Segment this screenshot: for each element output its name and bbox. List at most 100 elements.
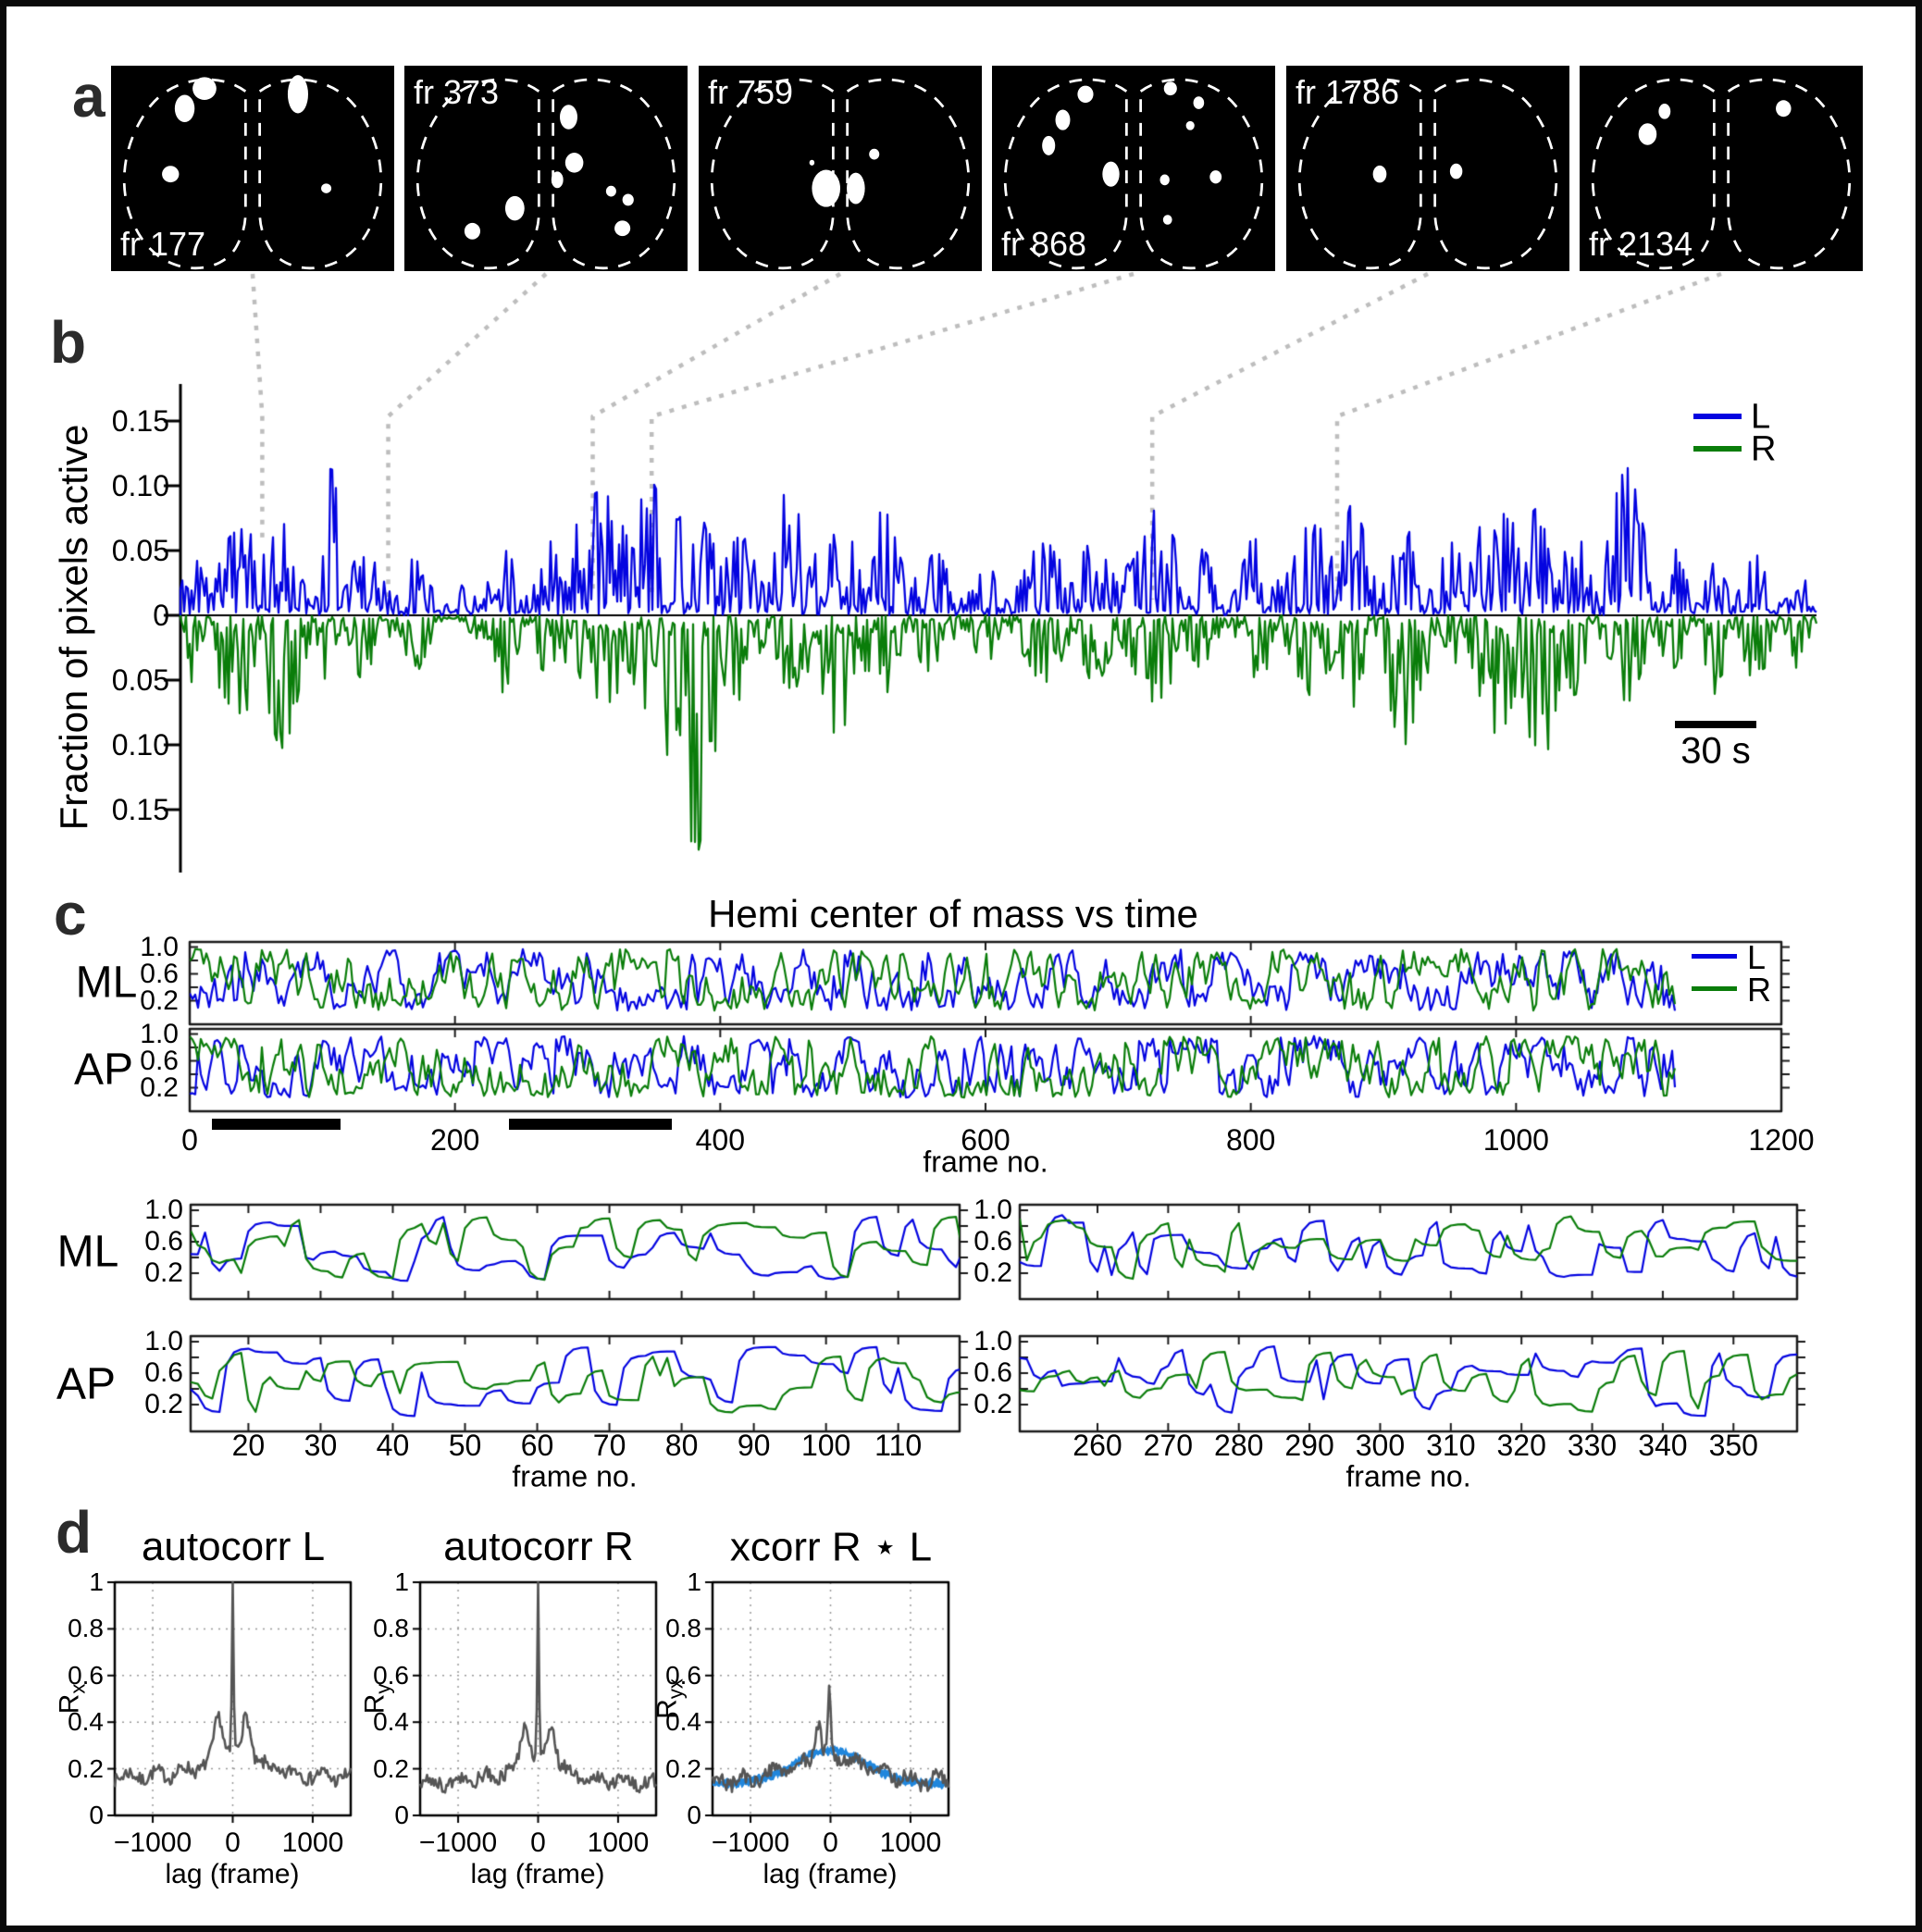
active-pixel-blob [1449,163,1463,180]
active-pixel-blob [551,171,564,189]
brain-activity-map [415,78,676,270]
hemisphere-outline [710,78,835,270]
c-x-axis-label: frame no. [923,1145,1048,1179]
active-pixel-blob [1185,120,1195,130]
d-title-autocorr-R: autocorr R [443,1524,634,1569]
active-pixel-blob [1776,100,1792,118]
scalebar-label: 30 s [1680,730,1751,772]
tick-label: 0.05 [111,534,169,567]
tick-label: 0.6 [665,1660,701,1690]
tick-label: 80 [664,1429,699,1462]
brain-activity-map [1003,78,1264,270]
c-zoom-row-label-ML: ML [56,1227,119,1277]
panel-label-c: c [54,881,87,947]
active-pixel-blob [1055,109,1071,130]
tick-label: 1.0 [973,1326,1012,1356]
d-title-xcorr: xcorr R ⋆ L [729,1524,933,1570]
tick-label: 0.6 [144,1357,183,1388]
brain-frame-3: fr 759 [699,66,982,271]
c-zoom-right-x-axis-label: frame no. [1345,1459,1471,1493]
brain-frame-4: fr 868 [992,66,1275,271]
tick-label: 340 [1638,1429,1688,1462]
c-row-label-AP: AP [73,1045,134,1095]
hemisphere-outline [552,78,676,270]
tick-label: 0.4 [373,1707,409,1737]
legend-label-R: R [1751,429,1777,469]
frame-label: fr 2134 [1589,225,1693,263]
hemisphere-outline [1591,78,1716,270]
tick-label: 0.2 [144,1257,183,1288]
tick-label: 1 [687,1567,701,1596]
tick-label: 20 [231,1429,266,1462]
tick-label: 100 [800,1429,851,1462]
tick-label: 600 [961,1123,1011,1157]
tick-label: 800 [1225,1123,1276,1157]
tick-label: 70 [592,1429,626,1462]
tick-label: 0 [530,1827,546,1858]
tick-label: 290 [1284,1429,1334,1462]
brain-frame-2: fr 373 [404,66,688,271]
active-pixel-blob [1658,104,1671,119]
active-pixel-blob [1372,165,1387,183]
hemisphere-outline [1727,78,1852,270]
active-pixel-blob [1209,170,1222,184]
hemisphere-outline [1297,78,1422,270]
active-pixel-blob [622,193,634,206]
tick-label: 0.10 [111,728,169,762]
highlight-bar-1 [212,1119,341,1130]
tick-label: 0 [89,1801,104,1829]
active-pixel-blob [464,222,481,240]
legend-swatch-R [1693,446,1742,452]
tick-label: 0 [153,599,169,632]
tick-label: −1000 [418,1827,498,1858]
active-pixel-blob [321,183,332,193]
tick-label: 0.2 [373,1753,409,1783]
tick-label: 280 [1214,1429,1264,1462]
tick-label: 400 [695,1123,746,1157]
tick-label: 200 [429,1123,480,1157]
active-pixel-blob [174,94,195,123]
active-pixel-blob [1159,174,1170,186]
hemisphere-outline [1003,78,1128,270]
tick-label: 1000 [587,1827,650,1858]
tick-label: 60 [520,1429,554,1462]
hemisphere-outline [846,78,971,270]
tick-label: 1000 [879,1827,942,1858]
tick-label: −1000 [711,1827,790,1858]
active-pixel-blob [504,195,525,221]
tick-label: 90 [737,1429,771,1462]
tick-label: 1.0 [973,1195,1012,1225]
brain-frame-1: fr 177 [111,66,394,271]
tick-label: 320 [1496,1429,1546,1462]
active-pixel-blob [1193,96,1205,109]
frame-label: fr 759 [708,73,794,111]
tick-label: 0.4 [665,1707,701,1737]
c-row-label-ML: ML [75,958,138,1008]
tick-label: 310 [1426,1429,1476,1462]
d-x-axis-label-3: lag (frame) [763,1859,898,1889]
tick-label: 1.0 [144,1195,183,1225]
active-pixel-blob [812,169,840,207]
c-title: Hemi center of mass vs time [708,892,1198,935]
tick-label: 1000 [281,1827,344,1858]
tick-label: 0.4 [68,1707,104,1737]
brain-activity-map [710,78,971,270]
tick-label: 0 [687,1801,701,1829]
tick-label: 330 [1567,1429,1618,1462]
active-pixel-blob [1162,215,1172,225]
active-pixel-blob [869,148,880,160]
tick-label: 0 [181,1123,198,1157]
tick-label: 0.6 [973,1226,1012,1257]
brain-frame-5: fr 1786 [1286,66,1569,271]
active-pixel-blob [1077,85,1094,104]
d-x-axis-label-1: lag (frame) [165,1859,300,1889]
tick-label: 0.6 [140,1045,179,1076]
active-pixel-blob [564,153,584,173]
panel-label-a: a [72,63,105,130]
frame-label: fr 177 [120,225,206,263]
tick-label: 260 [1073,1429,1122,1462]
tick-label: 0.05 [111,663,169,697]
tick-label: 0.2 [973,1257,1012,1288]
active-pixel-blob [1638,123,1657,145]
tick-label: 0.6 [373,1660,409,1690]
